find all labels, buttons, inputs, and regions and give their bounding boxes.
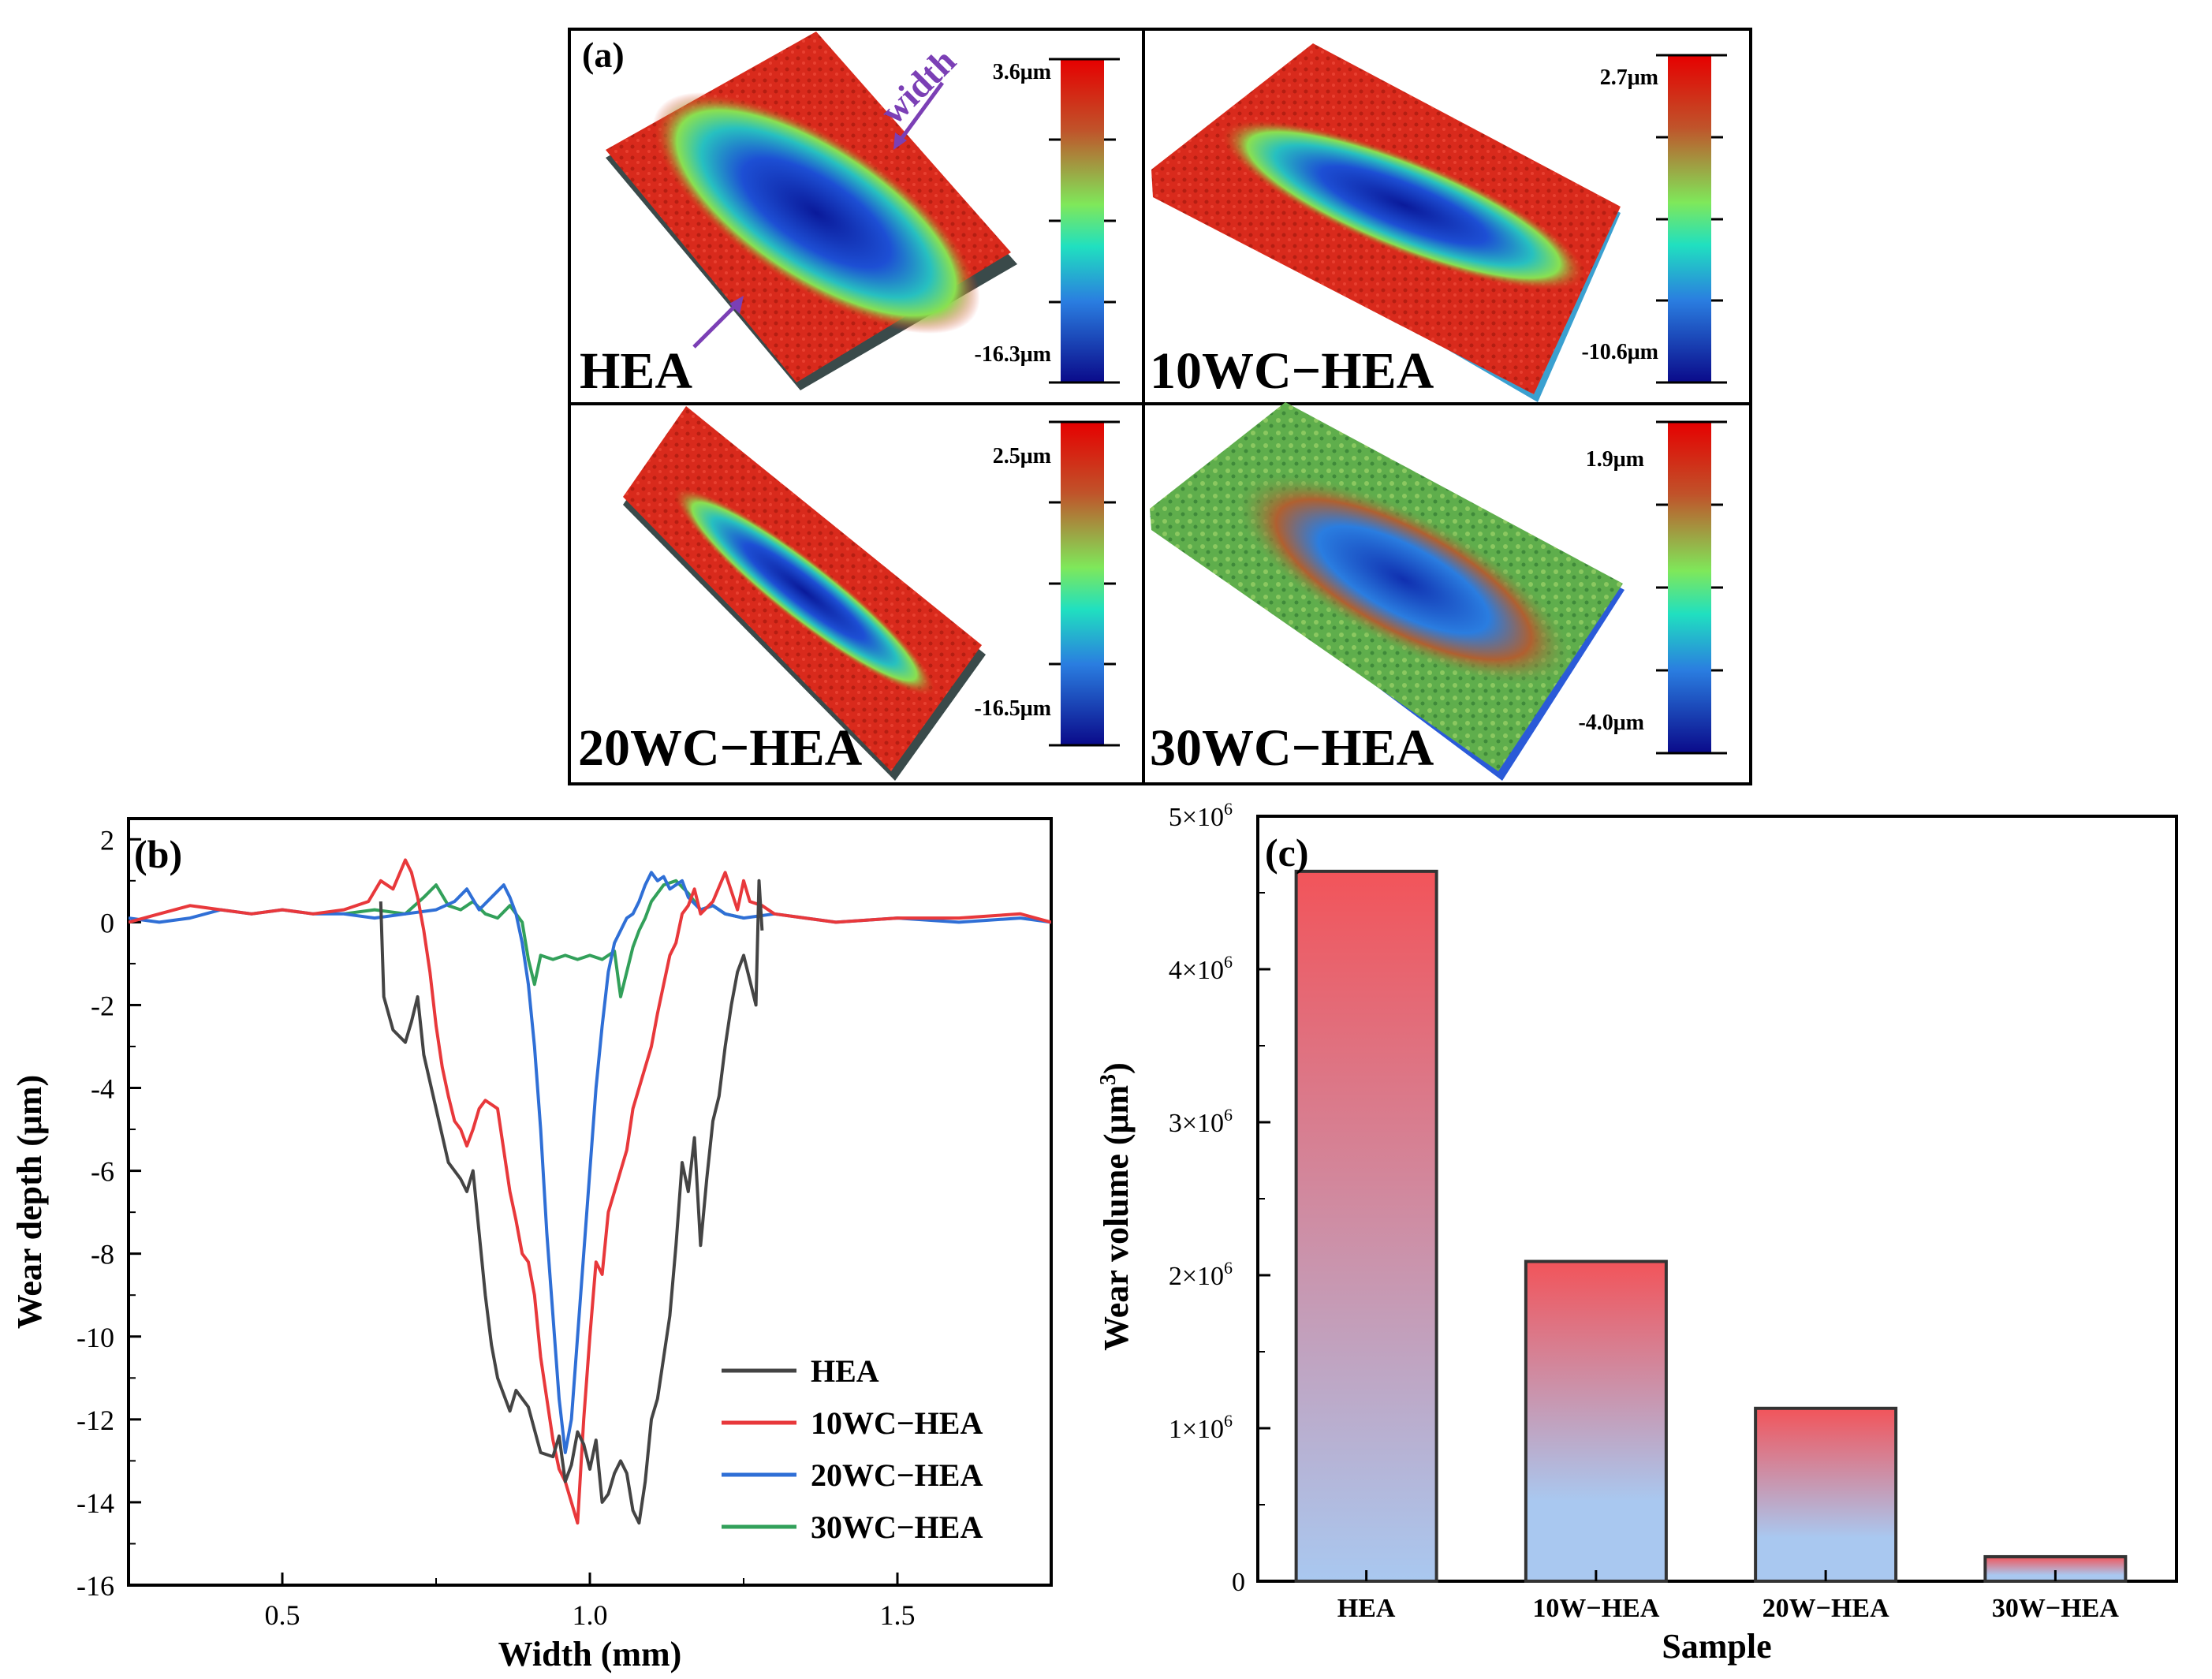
series-line-2	[129, 871, 1051, 1454]
wear-track	[652, 91, 980, 334]
legend-label: 30WC−HEA	[811, 1509, 983, 1545]
series-line-3	[343, 879, 744, 998]
panel-a: (a) width 3.6μm -16.3μm HEA	[568, 28, 1752, 785]
panel-b-label: (b)	[134, 832, 182, 876]
x-tick-label: HEA	[1337, 1594, 1396, 1623]
wear-track	[672, 487, 937, 696]
colorbar-max: 2.5μm	[993, 444, 1051, 468]
y-tick-label: 2×106	[1169, 1258, 1233, 1291]
y-tick-label: 1×106	[1169, 1411, 1233, 1444]
panel-c-label: (c)	[1265, 830, 1309, 875]
y-tick-label: -4	[91, 1073, 114, 1105]
series-line-0	[379, 879, 764, 1525]
y-tick-label: 0	[1232, 1568, 1245, 1597]
colorbar-min: -16.3μm	[974, 342, 1051, 367]
wear-map-10wc-hea: 2.7μm -10.6μm 10WC−HEA	[1150, 43, 1727, 402]
x-axis-label: Width (mm)	[498, 1635, 682, 1673]
colorbar	[1668, 55, 1711, 382]
y-tick-label: -8	[91, 1239, 114, 1270]
series-lines	[129, 858, 1051, 1525]
colorbar-ticks	[1049, 420, 1120, 747]
x-tick-label: 30W−HEA	[1992, 1594, 2119, 1623]
panel-b-wear-depth-chart: 2 0 -2 -4 -6 -8 -10 -12 -14 -16 0.5 1.0 1.5 (b) Wid…	[10, 817, 1053, 1673]
x-tick-label: 1.5	[880, 1599, 916, 1631]
colorbar-ticks	[1656, 420, 1727, 755]
map-title: 20WC−HEA	[578, 719, 863, 777]
wear-track	[1233, 472, 1574, 687]
wear-map-30wc-hea: 1.9μm -4.0μm 30WC−HEA	[1150, 402, 1727, 781]
colorbar-ticks	[1049, 58, 1120, 384]
colorbar	[1668, 422, 1711, 753]
wear-map-20wc-hea: 2.5μm -16.5μm 20WC−HEA	[578, 406, 1120, 781]
legend: HEA 10WC−HEA 20WC−HEA 30WC−HEA	[722, 1353, 983, 1545]
x-tick-label: 10W−HEA	[1532, 1594, 1659, 1623]
y-tick-label: 4×106	[1169, 952, 1233, 985]
colorbar-ticks	[1656, 54, 1727, 384]
y-tick-label: -14	[76, 1487, 114, 1519]
x-ticks: 0.5 1.0 1.5	[265, 1573, 916, 1631]
map-title: 30WC−HEA	[1150, 719, 1434, 777]
y-ticks: 2 0 -2 -4 -6 -8 -10 -12 -14 -16	[76, 824, 141, 1602]
y-tick-label: -16	[76, 1570, 114, 1602]
x-tick-label: 0.5	[265, 1599, 300, 1631]
series-line-1	[129, 858, 1051, 1525]
colorbar-min: -4.0μm	[1578, 711, 1644, 735]
width-arrow-icon	[692, 302, 739, 349]
x-tick-label: 20W−HEA	[1763, 1594, 1889, 1623]
y-ticks: 0 1×106 2×106 3×106 4×106 5×106	[1169, 799, 1270, 1597]
y-tick-label: 5×106	[1169, 799, 1233, 832]
y-tick-label: -2	[91, 990, 114, 1021]
y-tick-label: -10	[76, 1322, 114, 1353]
y-axis-label: Wear volume (μm3)	[1096, 1062, 1136, 1351]
bar-1	[1524, 1259, 1668, 1584]
map-title: 10WC−HEA	[1150, 342, 1434, 400]
colorbar-max: 3.6μm	[993, 60, 1051, 84]
y-tick-label: 3×106	[1169, 1105, 1233, 1138]
y-tick-label: -12	[76, 1405, 114, 1436]
x-axis-label: Sample	[1662, 1627, 1771, 1666]
width-arrow-icon	[897, 81, 945, 144]
y-tick-label: 2	[100, 824, 114, 856]
width-arrowhead-icon	[893, 132, 907, 150]
colorbar	[1061, 422, 1104, 745]
x-tick-label: 1.0	[573, 1599, 608, 1631]
y-axis-label: Wear depth (μm)	[10, 1075, 49, 1329]
map-title: HEA	[580, 342, 692, 400]
bar-0	[1294, 869, 1438, 1583]
legend-label: 10WC−HEA	[811, 1405, 983, 1441]
y-tick-label: -6	[91, 1156, 114, 1188]
colorbar-max: 1.9μm	[1586, 447, 1644, 472]
y-tick-label: 0	[100, 907, 114, 938]
panel-a-label: (a)	[582, 35, 625, 75]
colorbar-min: -10.6μm	[1581, 340, 1658, 364]
panel-c-wear-volume-chart: 0 1×106 2×106 3×106 4×106 5×106 HEA 10W−HEA 20W…	[1096, 799, 2178, 1666]
width-arrowhead-icon	[729, 296, 744, 314]
legend-label: 20WC−HEA	[811, 1457, 983, 1493]
colorbar-min: -16.5μm	[974, 696, 1051, 721]
bar-2	[1754, 1406, 1898, 1584]
colorbar-max: 2.7μm	[1600, 65, 1658, 90]
bars	[1294, 869, 2128, 1584]
x-ticks: HEA 10W−HEA 20W−HEA 30W−HEA	[1337, 1570, 2119, 1623]
colorbar	[1061, 59, 1104, 382]
wear-track	[1220, 119, 1587, 291]
legend-label: HEA	[811, 1353, 879, 1389]
